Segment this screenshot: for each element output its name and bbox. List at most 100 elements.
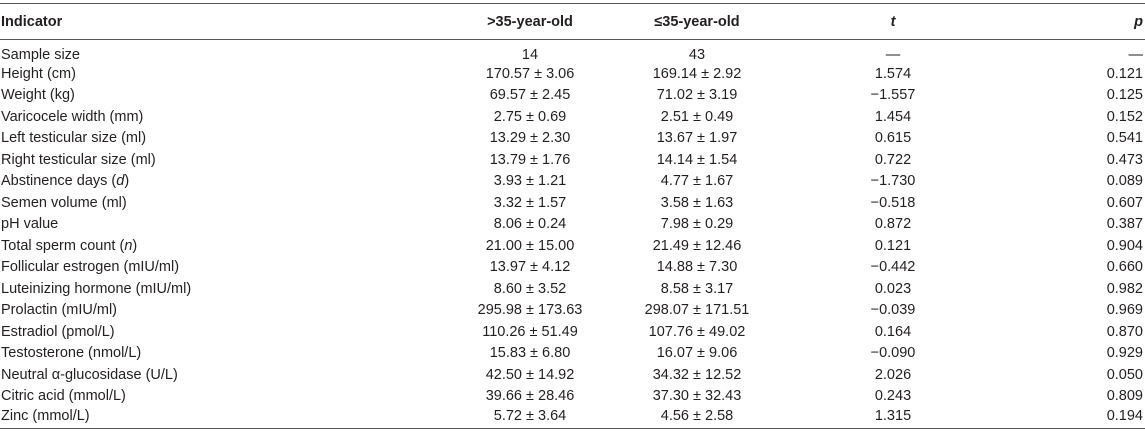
row-label: Semen volume (ml) bbox=[0, 192, 430, 214]
cell: 13.79 ± 1.76 bbox=[489, 151, 571, 168]
cell: 0.050 bbox=[1106, 366, 1143, 383]
cell: 0.541 bbox=[1106, 130, 1143, 147]
cell: 3.93 ± 1.21 bbox=[493, 173, 567, 190]
label-text: Height (cm) bbox=[1, 65, 76, 82]
table-row: Testosterone (nmol/L) 15.83 ± 6.80 16.07 ±… bbox=[0, 343, 1145, 365]
row-label: Zinc (mmol/L) bbox=[0, 407, 430, 429]
cell: 0.870 bbox=[1106, 323, 1143, 340]
cell: 0.660 bbox=[1106, 259, 1143, 276]
cell: 2.51 ± 0.49 bbox=[660, 108, 734, 125]
cell: 43 bbox=[688, 47, 706, 63]
row-label: pH value bbox=[0, 214, 430, 236]
label-text: Zinc (mmol/L) bbox=[1, 407, 90, 424]
cell: 0.809 bbox=[1106, 388, 1143, 405]
cell: −1.730 bbox=[870, 173, 916, 190]
cell: 14 bbox=[521, 47, 539, 63]
table-row: Height (cm) 170.57 ± 3.06 169.14 ± 2.92 1.5… bbox=[0, 63, 1145, 85]
table-row: Luteinizing hormone (mIU/ml) 8.60 ± 3.52 8… bbox=[0, 278, 1145, 300]
row-label: Height (cm) bbox=[0, 63, 430, 85]
row-label: Follicular estrogen (mIU/ml) bbox=[0, 257, 430, 279]
label-text: Citric acid (mmol/L) bbox=[1, 388, 126, 405]
label-text: Semen volume (ml) bbox=[1, 194, 127, 211]
cell: 0.722 bbox=[874, 151, 912, 168]
label-text: Left testicular size (ml) bbox=[1, 130, 147, 147]
cell: 0.615 bbox=[874, 130, 912, 147]
cell: 37.30 ± 32.43 bbox=[652, 388, 742, 405]
label-text: Abstinence days ( bbox=[1, 173, 117, 190]
cell: 0.164 bbox=[874, 323, 912, 340]
table-row: Follicular estrogen (mIU/ml) 13.97 ± 4.12… bbox=[0, 257, 1145, 279]
label-text: Estradiol (pmol/L) bbox=[1, 323, 115, 340]
cell: 14.14 ± 1.54 bbox=[656, 151, 738, 168]
cell: 71.02 ± 3.19 bbox=[656, 87, 738, 104]
row-label: Left testicular size (ml) bbox=[0, 128, 430, 150]
cell: 4.56 ± 2.58 bbox=[660, 407, 734, 424]
cell: 4.77 ± 1.67 bbox=[660, 173, 734, 190]
cell: 21.49 ± 12.46 bbox=[652, 237, 742, 254]
cell: −0.039 bbox=[870, 302, 916, 319]
cell: 0.243 bbox=[874, 388, 912, 405]
row-label: Total sperm count (n) bbox=[0, 235, 430, 257]
cell: 8.60 ± 3.52 bbox=[493, 280, 567, 297]
table-row: Zinc (mmol/L) 5.72 ± 3.64 4.56 ± 2.58 1.315… bbox=[0, 407, 1145, 429]
cell: 0.929 bbox=[1106, 345, 1143, 362]
cell: 2.026 bbox=[874, 366, 912, 383]
cell: 298.07 ± 171.51 bbox=[644, 302, 750, 319]
row-label: Citric acid (mmol/L) bbox=[0, 386, 430, 408]
row-label: Estradiol (pmol/L) bbox=[0, 321, 430, 343]
table-row: Neutral α-glucosidase (U/L) 42.50 ± 14.92… bbox=[0, 364, 1145, 386]
label-text: Luteinizing hormone (mIU/ml) bbox=[1, 280, 192, 297]
cell: 13.67 ± 1.97 bbox=[656, 130, 738, 147]
cell: 169.14 ± 2.92 bbox=[652, 65, 742, 82]
cell: 21.00 ± 15.00 bbox=[485, 237, 575, 254]
cell: 1.315 bbox=[874, 407, 912, 424]
cell: 295.98 ± 173.63 bbox=[477, 302, 583, 319]
cell: 0.194 bbox=[1106, 407, 1143, 424]
cell: 0.121 bbox=[1106, 65, 1143, 82]
row-label: Weight (kg) bbox=[0, 85, 430, 107]
header-cell: Indicator bbox=[1, 13, 63, 30]
label-text: Total sperm count ( bbox=[1, 237, 125, 254]
cell: 34.32 ± 12.52 bbox=[652, 366, 742, 383]
cell: — bbox=[1128, 47, 1144, 63]
row-label: Varicocele width (mm) bbox=[0, 106, 430, 128]
table-row: Prolactin (mIU/ml) 295.98 ± 173.63 298.07 … bbox=[0, 300, 1145, 322]
italic-text: n bbox=[124, 237, 133, 254]
table-row: Semen volume (ml) 3.32 ± 1.57 3.58 ± 1.63 −… bbox=[0, 192, 1145, 214]
cell: 8.06 ± 0.24 bbox=[493, 216, 567, 233]
header-cell: >35-year-old bbox=[487, 13, 573, 30]
table-row: Weight (kg) 69.57 ± 2.45 71.02 ± 3.19 −1.55… bbox=[0, 85, 1145, 107]
cell: 2.75 ± 0.69 bbox=[493, 108, 567, 125]
label-text: Follicular estrogen (mIU/ml) bbox=[1, 259, 180, 276]
cell: 0.904 bbox=[1106, 237, 1143, 254]
table-row: Left testicular size (ml) 13.29 ± 2.30 13.… bbox=[0, 128, 1145, 150]
table-row: Estradiol (pmol/L) 110.26 ± 51.49 107.76 ±… bbox=[0, 321, 1145, 343]
table-row: Abstinence days (d) 3.93 ± 1.21 4.77 ± 1.6… bbox=[0, 171, 1145, 193]
cell: 5.72 ± 3.64 bbox=[493, 407, 567, 424]
row-label: Abstinence days (d) bbox=[0, 171, 430, 193]
cell: 0.089 bbox=[1106, 173, 1143, 190]
row-label: Right testicular size (ml) bbox=[0, 149, 430, 171]
cell: 1.574 bbox=[874, 65, 912, 82]
cell: 15.83 ± 6.80 bbox=[489, 345, 571, 362]
label-text: Sample size bbox=[1, 47, 80, 63]
cell: — bbox=[885, 47, 901, 63]
cell: 0.023 bbox=[874, 280, 912, 297]
table-body: Sample size 14 43 — — Height (cm) 170.57 ± 3.0… bbox=[0, 40, 1145, 429]
table-row: Total sperm count (n) 21.00 ± 15.00 21.49 … bbox=[0, 235, 1145, 257]
row-label: Neutral α-glucosidase (U/L) bbox=[0, 364, 430, 386]
label-text: Varicocele width (mm) bbox=[1, 108, 144, 125]
cell: 0.387 bbox=[1106, 216, 1143, 233]
label-text: pH value bbox=[1, 216, 59, 233]
cell: 110.26 ± 51.49 bbox=[482, 323, 578, 340]
cell: 42.50 ± 14.92 bbox=[485, 366, 575, 383]
table-row: Right testicular size (ml) 13.79 ± 1.76 14… bbox=[0, 149, 1145, 171]
table-row: Varicocele width (mm) 2.75 ± 0.69 2.51 ± 0… bbox=[0, 106, 1145, 128]
cell: 0.473 bbox=[1106, 151, 1143, 168]
cell: 13.29 ± 2.30 bbox=[489, 130, 571, 147]
cell: 0.969 bbox=[1106, 302, 1143, 319]
label-text: Weight (kg) bbox=[1, 87, 75, 104]
header-cell: p bbox=[1134, 13, 1143, 30]
cell: −1.557 bbox=[870, 87, 916, 104]
